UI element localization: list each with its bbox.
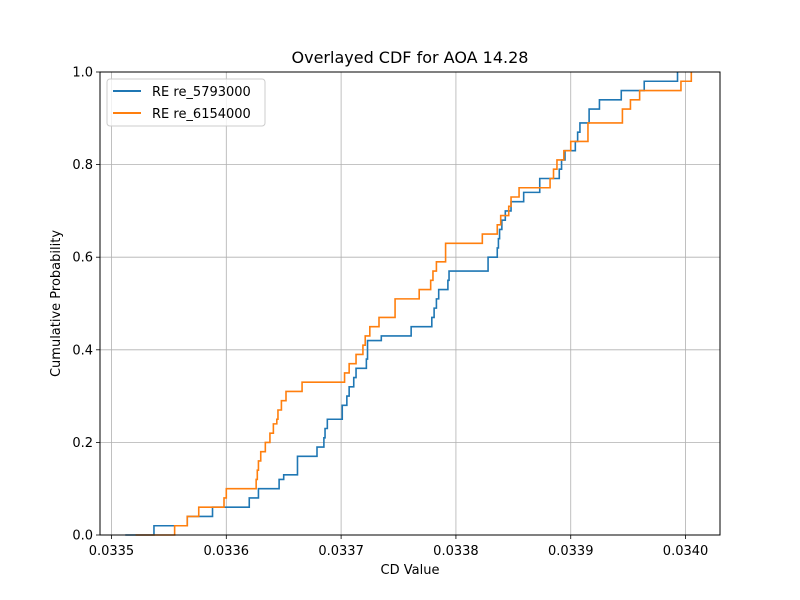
x-tick-label: 0.0338 xyxy=(433,544,479,559)
x-tick-label: 0.0339 xyxy=(548,544,594,559)
y-tick-label: 1.0 xyxy=(72,66,93,81)
legend-label-re-5793000: RE re_5793000 xyxy=(152,85,251,100)
y-tick-label: 0.2 xyxy=(72,436,93,451)
x-tick-label: 0.0340 xyxy=(663,544,709,559)
y-axis-label: Cumulative Probability xyxy=(49,230,64,377)
x-tick-label: 0.0336 xyxy=(204,544,250,559)
legend-label-re-6154000: RE re_6154000 xyxy=(152,107,251,122)
grid xyxy=(100,71,720,536)
series-line-re-re-5793000 xyxy=(125,72,679,536)
series-line-re-re-6154000 xyxy=(135,72,693,536)
series-layer xyxy=(125,72,693,536)
y-tick-label: 0.8 xyxy=(72,158,93,173)
y-tick-label: 0.0 xyxy=(72,529,93,544)
x-axis-label: CD Value xyxy=(381,563,440,578)
x-tick-label: 0.0335 xyxy=(89,544,135,559)
y-tick-label: 0.4 xyxy=(72,343,93,358)
legend-box xyxy=(106,78,266,127)
plot-frame xyxy=(99,71,721,536)
ticks: 0.0335 0.0336 0.0337 0.0338 0.0339 0.0340 0.0 0… xyxy=(72,66,708,560)
legend: RE re_5793000 RE re_6154000 xyxy=(106,78,266,127)
x-tick-label: 0.0337 xyxy=(318,544,364,559)
plot-area xyxy=(100,72,720,535)
y-tick-label: 0.6 xyxy=(72,251,93,266)
chart-title: Overlayed CDF for AOA 14.28 xyxy=(292,48,529,67)
